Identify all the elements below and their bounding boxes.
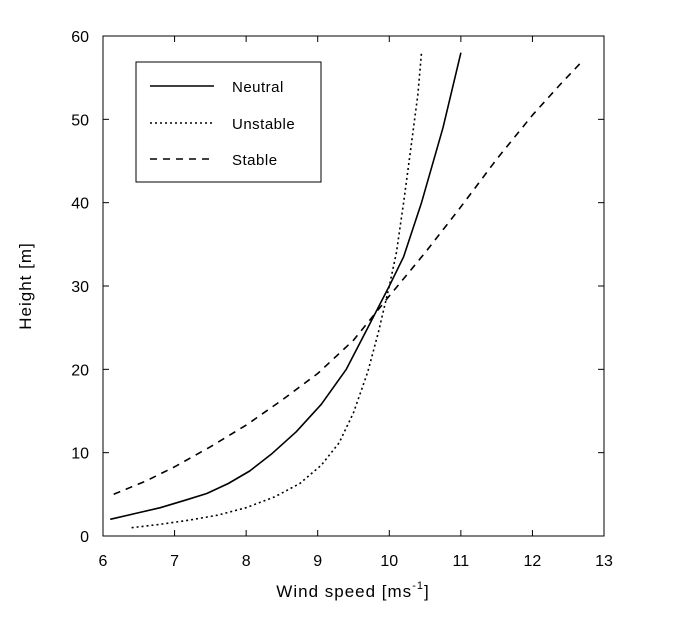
series-line-stable: [113, 60, 584, 496]
x-tick-label: 12: [524, 553, 542, 570]
y-axis-title: Height [m]: [16, 242, 35, 329]
x-tick-label: 13: [595, 553, 613, 570]
tick-labels: 6 7 8 9 10 11 12 13 0 10 20 30 40 50 60: [71, 29, 613, 570]
x-tick-label: 8: [242, 553, 251, 570]
x-tick-label: 7: [170, 553, 179, 570]
series-line-neutral: [110, 52, 462, 521]
y-tick-label: 40: [71, 196, 89, 213]
x-tick-label: 9: [313, 553, 322, 570]
x-axis-title: Wind speed [ms-1]: [276, 580, 429, 601]
x-tick-label: 10: [380, 553, 398, 570]
legend: Neutral Unstable Stable: [135, 61, 322, 183]
legend-box: [135, 61, 322, 183]
y-tick-label: 0: [80, 529, 89, 546]
x-tick-label: 6: [99, 553, 108, 570]
x-tick-label: 11: [453, 553, 470, 570]
y-tick-label: 50: [71, 112, 89, 129]
legend-label-neutral: Neutral: [232, 79, 284, 96]
y-tick-label: 30: [71, 279, 89, 296]
series-lines: [110, 52, 584, 529]
y-tick-label: 20: [71, 362, 89, 379]
legend-label-unstable: Unstable: [232, 116, 295, 133]
legend-label-stable: Stable: [232, 152, 278, 169]
y-tick-label: 10: [71, 446, 89, 463]
series-line-unstable: [131, 52, 423, 529]
axis-ticks: [102, 35, 605, 537]
y-tick-label: 60: [71, 29, 89, 46]
